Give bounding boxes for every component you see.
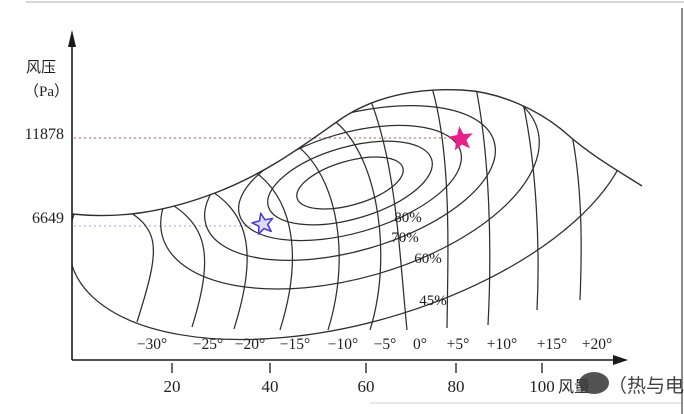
- blade-curve-0: [367, 93, 408, 331]
- y-axis-arrow-icon: [68, 30, 76, 47]
- marker-stars: [251, 126, 473, 235]
- x-tick-40: 40: [262, 377, 279, 396]
- efficiency-contour-70: [203, 105, 497, 261]
- watermark-text: （热与电: [608, 375, 684, 397]
- angle-label-neg20: −20°: [235, 336, 265, 353]
- angle-label-0: 0°: [413, 336, 427, 353]
- angle-label-pos10: +10°: [487, 336, 517, 353]
- x-tick-80: 80: [448, 377, 465, 396]
- blade-curve-neg15: [241, 163, 293, 331]
- efficiency-labels: 80% 70% 60% 45%: [391, 210, 447, 309]
- envelope-curve: [71, 88, 643, 217]
- image-border-lines: [26, 1, 684, 414]
- efficiency-label-80: 80%: [394, 210, 422, 226]
- blade-curve-pos5: [429, 89, 449, 329]
- x-axis-arrow-icon: [613, 355, 628, 365]
- blade-curve-neg25: [154, 194, 206, 328]
- angle-label-pos5: +5°: [447, 336, 470, 353]
- y-tick-6649: 6649: [32, 210, 64, 227]
- angle-label-neg25: −25°: [193, 336, 223, 353]
- blade-angle-labels: −30° −25° −20° −15° −10° −5° 0° +5° +10°…: [137, 336, 612, 353]
- x-tick-100: 100: [529, 377, 555, 396]
- y-tick-11878: 11878: [25, 126, 64, 143]
- efficiency-label-45: 45%: [419, 293, 447, 309]
- blue-star-marker: [251, 212, 274, 235]
- angle-label-neg10: −10°: [328, 336, 358, 353]
- x-tick-labels: 20 40 60 80 100: [164, 377, 555, 396]
- blade-curve-neg5: [324, 114, 382, 331]
- blade-angle-curves: [111, 89, 582, 331]
- efficiency-label-60: 60%: [414, 251, 442, 267]
- blade-curve-neg10: [284, 137, 340, 331]
- efficiency-label-70: 70%: [391, 230, 419, 246]
- guide-lines: [74, 137, 452, 227]
- angle-label-pos15: +15°: [537, 336, 567, 353]
- angle-label-neg15: −15°: [280, 336, 310, 353]
- y-tick-labels: 11878 6649: [25, 126, 64, 227]
- blade-curve-pos20: [569, 124, 582, 301]
- pink-star-marker: [448, 126, 473, 151]
- x-axis-ticks: [171, 363, 543, 373]
- efficiency-contour-inner-2: [267, 140, 433, 226]
- y-axis-title: 风压 （Pa）: [24, 59, 69, 100]
- y-axis-name-line2: （Pa）: [24, 83, 69, 100]
- angle-label-neg30: −30°: [137, 336, 167, 353]
- efficiency-contour-inner-1: [296, 156, 404, 210]
- x-tick-60: 60: [358, 377, 375, 396]
- x-tick-20: 20: [164, 377, 181, 396]
- blade-curve-neg30: [111, 201, 154, 323]
- x-axis-title-and-watermark: 风量 （热与电: [558, 372, 684, 397]
- blade-curve-pos15: [521, 97, 539, 311]
- angle-label-neg5: −5°: [374, 336, 397, 353]
- efficiency-contour-60: [160, 89, 540, 290]
- blade-curve-pos10: [474, 89, 491, 326]
- watermark-logo: [579, 372, 609, 394]
- y-axis-name-line1: 风压: [26, 59, 56, 76]
- axes: [68, 30, 628, 373]
- angle-label-pos20: +20°: [582, 336, 612, 353]
- efficiency-contour-80: [237, 124, 463, 242]
